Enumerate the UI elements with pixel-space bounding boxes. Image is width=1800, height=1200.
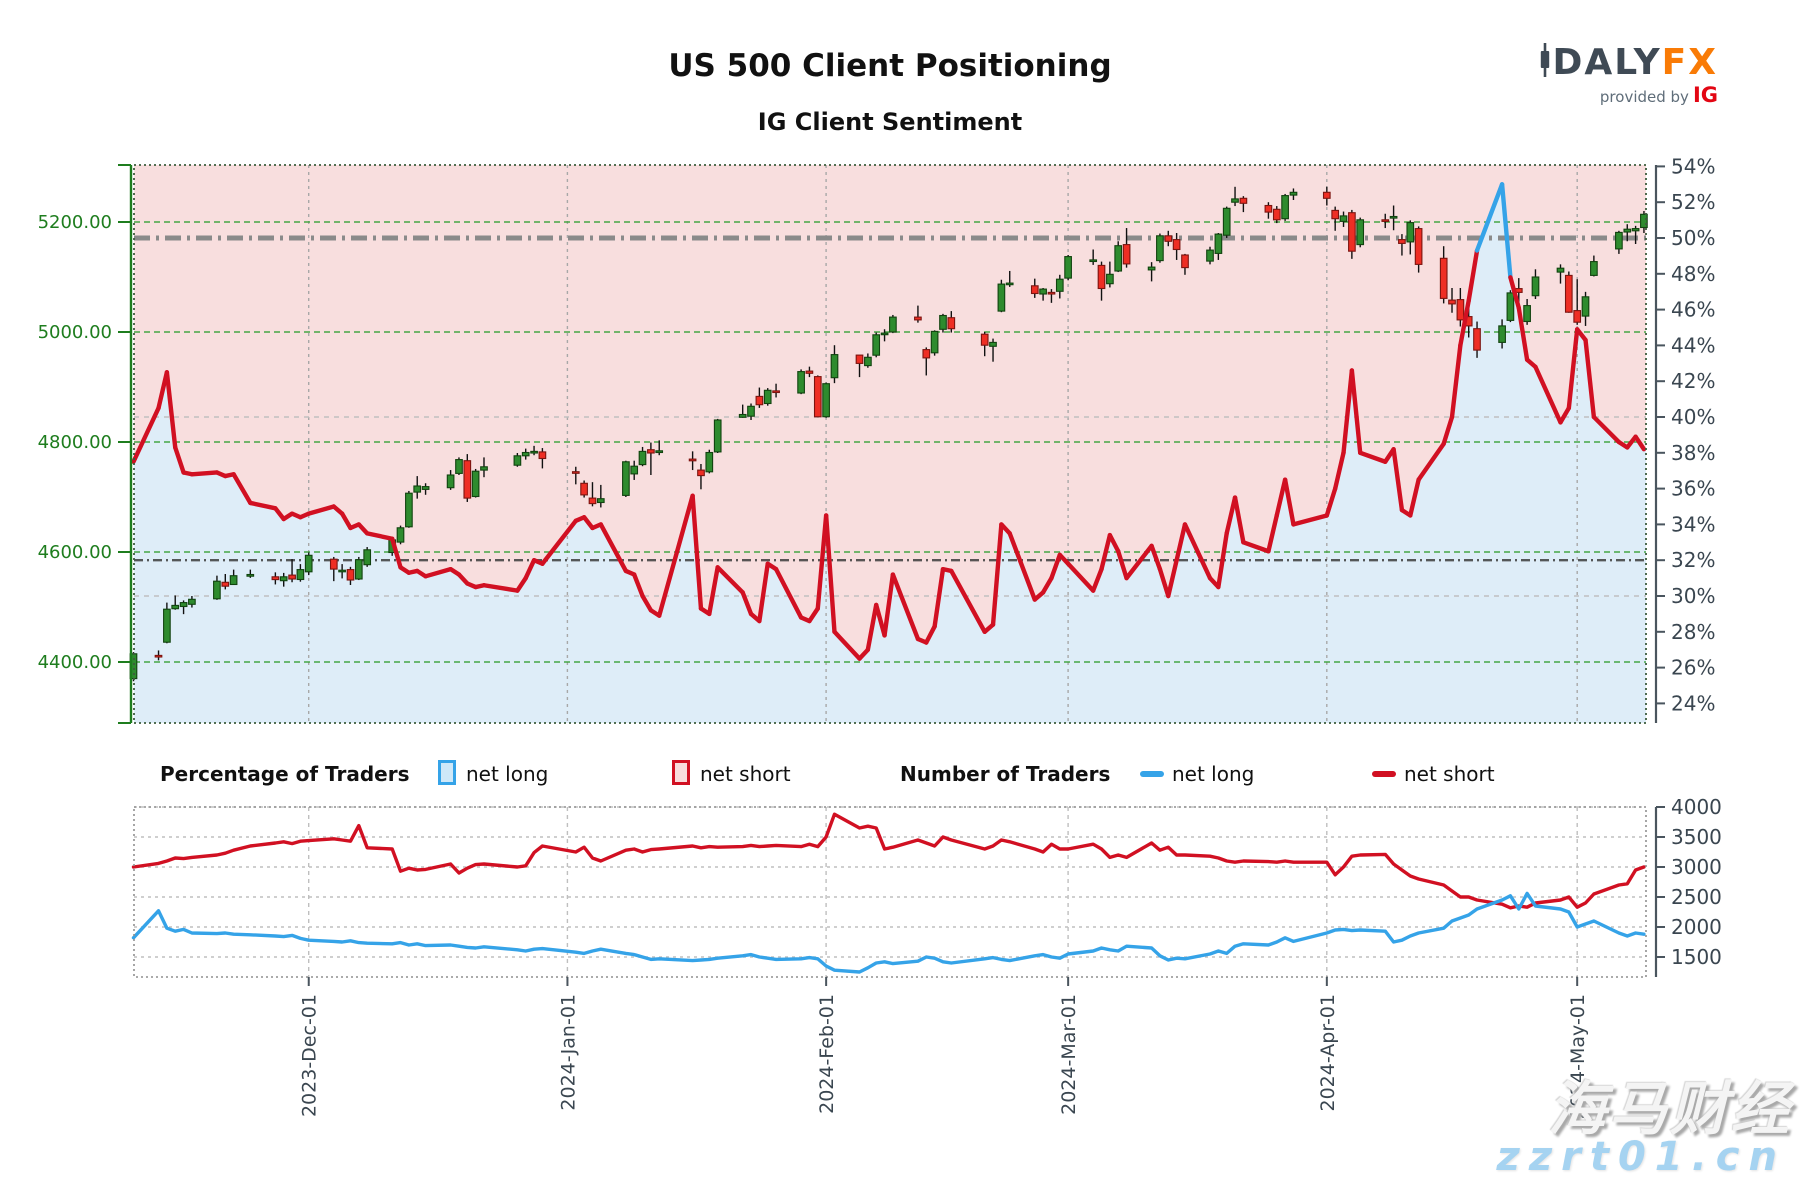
svg-text:4400.00: 4400.00 — [38, 652, 112, 673]
svg-text:46%: 46% — [1671, 298, 1715, 322]
svg-text:30%: 30% — [1671, 584, 1715, 608]
svg-text:3000: 3000 — [1671, 855, 1722, 879]
legend-num-netlong-swatch — [1140, 771, 1164, 777]
svg-text:2024-May-01: 2024-May-01 — [1567, 994, 1589, 1119]
svg-text:4000: 4000 — [1671, 795, 1722, 819]
svg-text:50%: 50% — [1671, 226, 1715, 250]
page-title: US 500 Client Positioning — [668, 48, 1112, 84]
svg-text:40%: 40% — [1671, 405, 1715, 429]
legend-pct-netlong-swatch — [438, 760, 456, 785]
svg-text:28%: 28% — [1671, 620, 1715, 644]
svg-text:26%: 26% — [1671, 656, 1715, 680]
svg-text:54%: 54% — [1671, 154, 1715, 178]
logo-text-da: DA — [1552, 42, 1615, 83]
svg-text:2024-Jan-01: 2024-Jan-01 — [557, 994, 579, 1111]
watermark-brand: 海马财经 — [1547, 1075, 1792, 1143]
svg-text:5000.00: 5000.00 — [38, 322, 112, 343]
svg-text:2024-Feb-01: 2024-Feb-01 — [816, 994, 838, 1114]
svg-text:4800.00: 4800.00 — [38, 432, 112, 453]
ig-logo: IG — [1692, 83, 1718, 107]
legend-pct-netshort-swatch — [672, 760, 690, 785]
legend-num-netshort-swatch — [1372, 771, 1396, 777]
svg-text:3500: 3500 — [1671, 825, 1722, 849]
svg-text:5200.00: 5200.00 — [38, 212, 112, 233]
legend-pct-netshort-label: net short — [700, 762, 791, 786]
svg-text:34%: 34% — [1671, 512, 1715, 536]
svg-text:36%: 36% — [1671, 477, 1715, 501]
legend-percentage-title: Percentage of Traders — [160, 762, 410, 786]
provided-by-text: provided by — [1599, 88, 1689, 106]
svg-text:24%: 24% — [1671, 691, 1715, 715]
chart-subtitle: IG Client Sentiment — [757, 108, 1023, 136]
dailyfx-wordmark: DA LYFX — [1538, 42, 1718, 83]
logo-text-fx: FX — [1661, 42, 1718, 83]
logo-provided-by: provided by IG — [1538, 83, 1718, 107]
dailyfx-logo: DA LYFX provided by IG — [1538, 42, 1718, 107]
svg-text:48%: 48% — [1671, 262, 1715, 286]
svg-text:2000: 2000 — [1671, 915, 1722, 939]
svg-text:4600.00: 4600.00 — [38, 542, 112, 563]
svg-text:2023-Dec-01: 2023-Dec-01 — [299, 994, 321, 1117]
legend-number-title: Number of Traders — [900, 762, 1111, 786]
svg-text:1500: 1500 — [1671, 945, 1722, 969]
svg-text:2024-Mar-01: 2024-Mar-01 — [1058, 994, 1080, 1115]
legend-pct-netlong-label: net long — [466, 762, 549, 786]
legend-num-netshort-label: net short — [1404, 762, 1495, 786]
svg-text:32%: 32% — [1671, 548, 1715, 572]
logo-text-ly: LY — [1614, 42, 1662, 83]
legend: Percentage of Traders net long net short… — [0, 756, 1800, 796]
legend-num-netlong-label: net long — [1172, 762, 1255, 786]
logo-candlestick-icon — [1540, 43, 1550, 77]
svg-text:38%: 38% — [1671, 441, 1715, 465]
svg-text:42%: 42% — [1671, 369, 1715, 393]
svg-text:52%: 52% — [1671, 190, 1715, 214]
svg-text:44%: 44% — [1671, 333, 1715, 357]
svg-text:2500: 2500 — [1671, 885, 1722, 909]
watermark-url: zzrt01.cn — [1496, 1134, 1786, 1180]
svg-text:2024-Apr-01: 2024-Apr-01 — [1317, 994, 1339, 1111]
